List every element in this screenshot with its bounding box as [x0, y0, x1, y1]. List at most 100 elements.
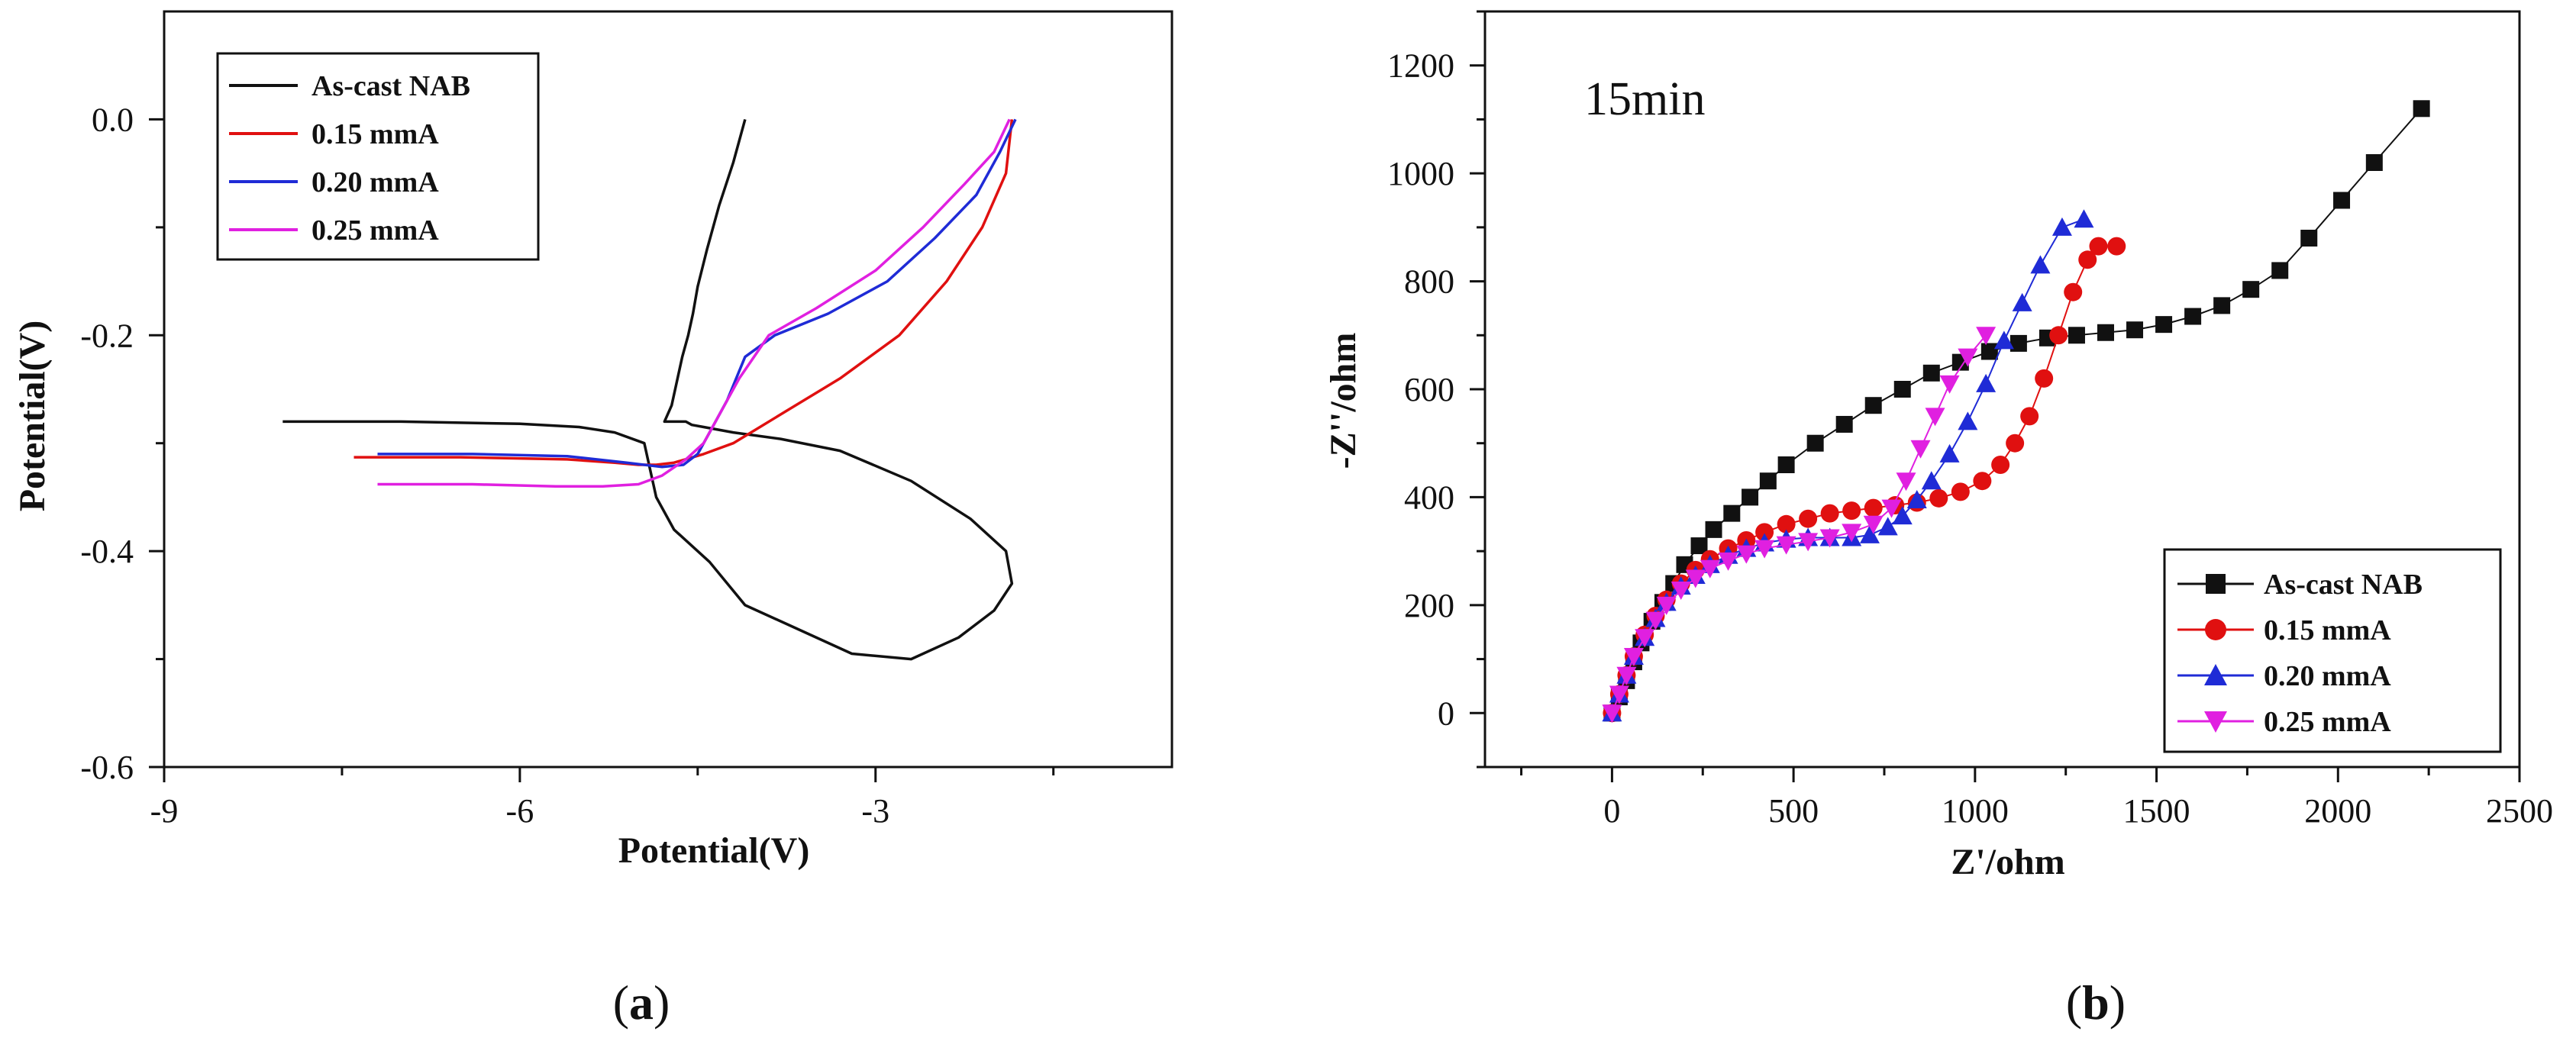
data-point-as-cast-nab	[2365, 154, 2383, 171]
data-point-0-25-mma	[1958, 348, 1978, 367]
data-point-0-25-mma	[1736, 545, 1757, 564]
data-point-0-15-mma	[2006, 434, 2025, 453]
y-tick-label: 1200	[1387, 47, 1454, 85]
data-point-as-cast-nab	[1806, 434, 1824, 452]
data-point-0-25-mma	[1602, 704, 1622, 724]
panel-a-legend: As-cast NAB 0.15 mmA 0.20 mmA 0.25 mmA	[216, 52, 540, 261]
data-point-as-cast-nab	[2242, 281, 2260, 298]
data-point-0-20-mma	[1958, 411, 1978, 430]
data-point-0-15-mma	[1820, 504, 1839, 523]
y-tick-label: 800	[1404, 263, 1454, 301]
data-point-0-25-mma	[1910, 440, 1931, 459]
x-tick-label: -6	[506, 792, 534, 830]
data-point-as-cast-nab	[1835, 415, 1853, 433]
data-point-0-15-mma	[2089, 237, 2108, 256]
data-point-0-25-mma	[1685, 569, 1706, 588]
data-point-0-25-mma	[1881, 499, 1902, 518]
data-point-0-15-mma	[1777, 514, 1796, 533]
legend-label-0-15-mma: 0.15 mmA	[312, 118, 439, 150]
data-point-0-20-mma	[1993, 330, 2014, 350]
data-point-0-15-mma	[2107, 237, 2126, 256]
legend-label-0-20-mma: 0.20 mmA	[2264, 660, 2391, 692]
data-point-0-15-mma	[1929, 488, 1948, 508]
data-point-0-20-mma	[1859, 524, 1880, 543]
data-point-0-20-mma	[2074, 209, 2094, 228]
data-point-0-25-mma	[1718, 552, 1738, 571]
data-point-0-15-mma	[1842, 501, 1861, 521]
y-tick-label: -0.4	[80, 533, 134, 570]
panel-b-series	[1602, 100, 2430, 724]
panel-b-label: (b)	[2066, 975, 2126, 1030]
data-point-0-15-mma	[1973, 472, 1992, 491]
panel-a-label: (a)	[613, 975, 670, 1030]
data-point-as-cast-nab	[2184, 308, 2202, 325]
data-point-0-25-mma	[1623, 648, 1644, 667]
data-point-as-cast-nab	[2068, 327, 2085, 344]
data-point-as-cast-nab	[1759, 472, 1777, 490]
data-point-0-15-mma	[2020, 407, 2039, 426]
data-point-0-25-mma	[1609, 685, 1629, 704]
data-point-0-20-mma	[1976, 373, 1997, 392]
legend-label-0-25-mma: 0.25 mmA	[2264, 706, 2391, 738]
data-point-0-25-mma	[1776, 536, 1796, 555]
panel-b: 0 500 1000 1500 2000 2500 0 200 400 600 800 1000 120…	[1323, 10, 2553, 1030]
data-point-0-25-mma	[1976, 327, 1997, 346]
legend-marker-as-cast-nab	[2206, 574, 2226, 594]
legend-marker-0-20-mma	[2204, 664, 2227, 685]
data-point-as-cast-nab	[2413, 100, 2430, 118]
legend-label-as-cast-nab: As-cast NAB	[2264, 569, 2423, 601]
y-tick-label: 1000	[1387, 155, 1454, 192]
data-point-as-cast-nab	[2300, 230, 2318, 247]
data-point-as-cast-nab	[1723, 504, 1741, 522]
x-tick-label: 2500	[2486, 792, 2553, 830]
data-point-as-cast-nab	[1690, 537, 1708, 555]
series-line-0-15-mma	[353, 119, 1014, 466]
panel-b-ticks: 0 500 1000 1500 2000 2500 0 200 400 600 800 1000 120…	[1387, 10, 2553, 830]
y-tick-label: -0.2	[80, 317, 134, 354]
x-tick-label: 2000	[2304, 792, 2371, 830]
data-point-0-25-mma	[1896, 472, 1916, 492]
data-point-0-20-mma	[1877, 517, 1898, 536]
data-point-0-25-mma	[1700, 559, 1720, 579]
x-tick-label: -9	[150, 792, 179, 830]
panel-a-ticks: -9 -6 -3 0.0 -0.2 -0.4 -0.6	[80, 101, 1055, 830]
data-point-as-cast-nab	[2009, 334, 2027, 352]
x-tick-label: 500	[1768, 792, 1819, 830]
data-point-0-20-mma	[1939, 443, 1960, 463]
data-point-0-15-mma	[2064, 282, 2083, 301]
data-point-as-cast-nab	[1922, 364, 1940, 382]
data-point-0-15-mma	[2035, 369, 2054, 388]
y-tick-label: 0	[1438, 695, 1454, 732]
x-tick-label: 1500	[2123, 792, 2190, 830]
data-point-0-25-mma	[1645, 611, 1666, 630]
data-point-as-cast-nab	[1777, 456, 1795, 473]
legend-label-0-25-mma: 0.25 mmA	[312, 214, 439, 247]
panel-a-label-letter: a	[629, 975, 654, 1030]
x-tick-label: 0	[1603, 792, 1620, 830]
data-point-0-25-mma	[1635, 629, 1655, 648]
data-point-0-25-mma	[1842, 524, 1862, 543]
panel-a-x-axis-title: Potential(V)	[618, 830, 810, 871]
series-line-as-cast-nab	[282, 118, 1014, 661]
data-point-0-15-mma	[1864, 498, 1883, 517]
x-tick-label: 1000	[1942, 792, 2009, 830]
series-line-0-25-mma	[377, 118, 1011, 488]
data-point-0-15-mma	[1991, 456, 2010, 474]
data-point-0-20-mma	[1921, 471, 1942, 490]
data-point-as-cast-nab	[1893, 381, 1911, 398]
data-point-0-15-mma	[1951, 482, 1970, 501]
data-point-0-25-mma	[1754, 540, 1775, 559]
data-point-0-25-mma	[1939, 375, 1960, 394]
data-point-as-cast-nab	[2097, 324, 2114, 341]
data-point-0-20-mma	[1906, 489, 1927, 508]
legend-marker-0-25-mma	[2204, 711, 2227, 733]
data-point-0-25-mma	[1925, 408, 1945, 427]
y-tick-label: 400	[1404, 479, 1454, 516]
data-point-0-25-mma	[1819, 529, 1840, 548]
panel-a-series	[282, 118, 1017, 661]
panel-a-y-axis-title: Potential(V)	[12, 321, 53, 512]
data-point-0-20-mma	[2051, 217, 2072, 236]
data-point-as-cast-nab	[1705, 521, 1722, 538]
